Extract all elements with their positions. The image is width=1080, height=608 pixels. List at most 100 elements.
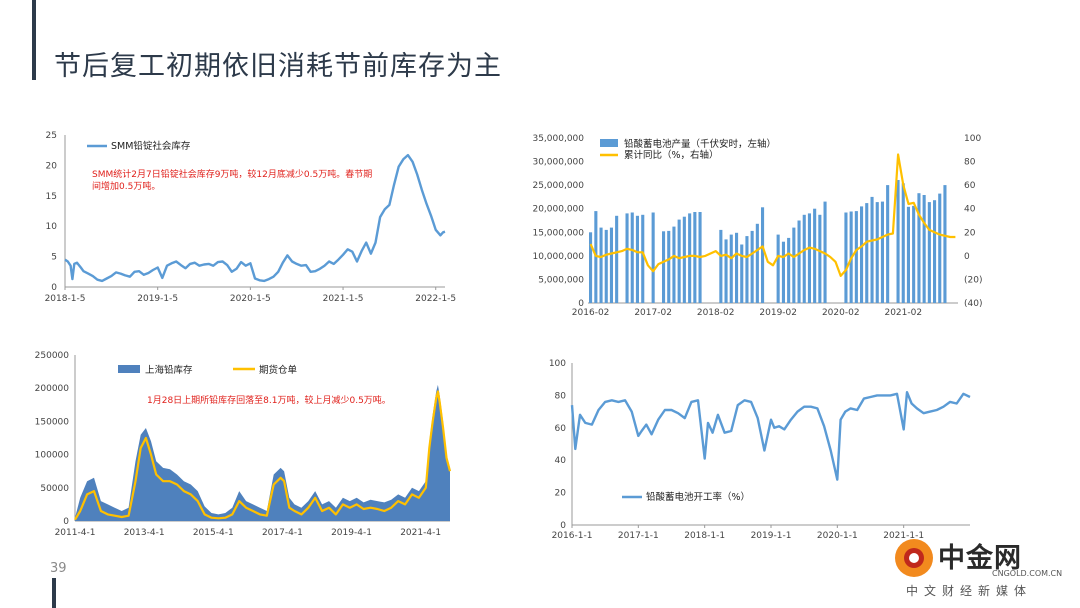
bar	[615, 215, 619, 303]
y2-tick-label: 80	[964, 158, 976, 168]
bar	[688, 213, 692, 303]
x-tick-label: 2020-1-5	[230, 294, 271, 304]
chart-social-stock: 0 5 10 15 20 25 2018-1-5 2019-1-5 2020-1-5 2021-1…	[45, 131, 457, 304]
bar	[906, 206, 910, 303]
chart-legend: 铅酸蓄电池开工率（%）	[622, 491, 750, 503]
y-tick-label: 100	[549, 359, 566, 369]
legend-line-label: 期货仓单	[259, 364, 298, 376]
y-tick-label: 150000	[35, 417, 70, 427]
legend-area-marker	[118, 365, 140, 373]
bar	[844, 212, 848, 303]
y-tick-label: 0	[51, 283, 57, 293]
chart-legend: 上海铅库存 期货仓单	[118, 364, 298, 376]
y-tick-label: 0	[578, 299, 584, 309]
x-tick-label: 2021-02	[884, 308, 922, 318]
bar	[677, 219, 681, 303]
y-tick-label: 80	[555, 391, 567, 401]
x-tick-label: 2018-1-1	[684, 531, 725, 541]
bar	[912, 205, 916, 303]
y-tick-label: 10,000,000	[532, 252, 584, 262]
bar	[750, 230, 754, 303]
bar	[761, 207, 765, 303]
bar	[729, 234, 733, 303]
x-tick-label: 2022-1-5	[415, 294, 456, 304]
x-tick-label: 2020-02	[822, 308, 860, 318]
y2-tick-label: (20)	[964, 275, 982, 285]
y-tick-label: 20	[555, 489, 567, 499]
y-tick-label: 50000	[40, 484, 69, 494]
watermark-url: CNGOLD.COM.CN	[992, 569, 1063, 578]
bar	[609, 227, 613, 303]
y-tick-label: 30,000,000	[532, 158, 584, 168]
bar	[635, 215, 639, 303]
bar	[740, 244, 744, 303]
bar	[724, 239, 728, 303]
x-tick-label: 2017-02	[634, 308, 672, 318]
cngold-logo-icon	[895, 539, 933, 577]
x-tick-label: 2019-1-1	[751, 531, 792, 541]
legend-label: 铅酸蓄电池开工率（%）	[646, 491, 750, 503]
bar	[693, 212, 697, 303]
bar	[922, 195, 926, 303]
bar	[818, 214, 822, 303]
bar	[933, 200, 937, 303]
y-tick-label: 25	[46, 131, 57, 141]
bar	[886, 185, 890, 303]
bar	[901, 183, 905, 303]
bar	[938, 193, 942, 303]
x-tick-label: 2019-02	[759, 308, 797, 318]
bar	[807, 213, 811, 303]
y-tick-label: 40	[555, 456, 567, 466]
x-tick-label: 2018-1-5	[45, 294, 86, 304]
legend-bar-marker	[600, 139, 618, 147]
bar	[735, 232, 739, 303]
series-area	[75, 384, 450, 521]
y2-tick-label: 60	[964, 181, 976, 191]
bar	[594, 211, 598, 303]
bar	[599, 227, 603, 303]
chart-battery-production: 0 5,000,000 10,000,000 15,000,000 20,000,000…	[532, 134, 982, 318]
y-tick-label: 200000	[35, 384, 70, 394]
x-tick-label: 2021-1-1	[883, 531, 924, 541]
y-tick-label: 250000	[35, 351, 70, 361]
chart-legend: SMM铅锭社会库存	[87, 140, 191, 152]
bar	[854, 211, 858, 303]
chart-battery-utilization: 0 20 40 60 80 100 2016-1-1 2017-1-1 2018-1-1 2019…	[549, 359, 971, 541]
bar	[641, 214, 645, 303]
bar	[787, 237, 791, 303]
watermark: 中金网 CNGOLD.COM.CN 中文财经新媒体	[892, 536, 1062, 602]
x-tick-label: 2021-1-5	[323, 294, 364, 304]
bar	[776, 234, 780, 303]
x-tick-label: 2016-02	[572, 308, 610, 318]
chart-legend: 铅酸蓄电池产量（千伏安时，左轴） 累计同比（%，右轴）	[600, 138, 776, 161]
bar	[755, 223, 759, 303]
page-title: 节后复工初期依旧消耗节前库存为主	[54, 51, 502, 82]
y-tick-label: 15,000,000	[532, 228, 584, 238]
x-tick-label: 2013-4-1	[124, 528, 165, 538]
chart-annotation-line-1: SMM统计2月7日铅锭社会库存9万吨，较12月底减少0.5万吨。春节期	[92, 168, 372, 180]
series-line	[589, 153, 956, 277]
y-tick-label: 0	[560, 521, 566, 531]
legend-label: SMM铅锭社会库存	[111, 140, 191, 152]
x-tick-label: 2020-1-1	[817, 531, 858, 541]
bar	[781, 241, 785, 303]
bar	[860, 206, 864, 303]
bar	[672, 226, 676, 303]
bar	[589, 232, 593, 303]
bar	[870, 196, 874, 303]
x-tick-label: 2019-4-1	[331, 528, 372, 538]
y2-tick-label: 0	[964, 252, 970, 262]
bar	[917, 193, 921, 303]
x-tick-label: 2016-1-1	[552, 531, 593, 541]
series-line	[74, 390, 452, 521]
bar	[802, 214, 806, 303]
y-tick-label: 100000	[35, 451, 70, 461]
bar	[880, 201, 884, 303]
bar	[865, 203, 869, 303]
bar	[625, 213, 629, 303]
page-number: 39	[50, 561, 67, 576]
y-tick-label: 5	[51, 253, 57, 263]
legend-bar-label: 铅酸蓄电池产量（千伏安时，左轴）	[624, 138, 776, 150]
series-line	[570, 391, 971, 481]
x-tick-label: 2018-02	[697, 308, 735, 318]
